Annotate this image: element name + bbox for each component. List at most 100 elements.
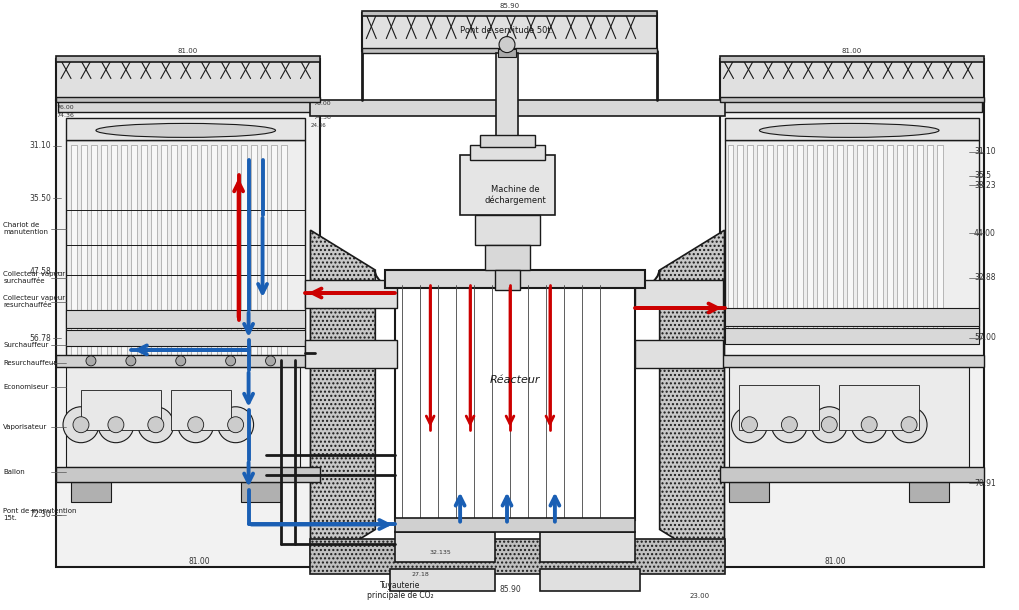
- Bar: [470, 145, 544, 160]
- Bar: [480, 135, 534, 148]
- Bar: [260, 145, 266, 355]
- Bar: [485, 245, 530, 270]
- Bar: [170, 390, 230, 429]
- Bar: [727, 145, 733, 335]
- Text: 81.00: 81.00: [824, 558, 846, 566]
- Bar: [71, 482, 111, 501]
- Bar: [280, 145, 286, 355]
- Text: 60.26: 60.26: [515, 231, 535, 237]
- Bar: [66, 367, 301, 467]
- Text: Chariot de
manutention: Chariot de manutention: [3, 223, 48, 235]
- Bar: [230, 145, 236, 355]
- Bar: [723, 328, 978, 344]
- Bar: [723, 308, 978, 326]
- Text: 32.88: 32.88: [973, 273, 995, 282]
- Circle shape: [820, 417, 837, 432]
- Bar: [747, 145, 753, 335]
- Bar: [739, 385, 818, 429]
- Text: 27.18: 27.18: [411, 572, 429, 577]
- Circle shape: [108, 417, 123, 432]
- Circle shape: [770, 407, 806, 443]
- Bar: [161, 145, 167, 355]
- Bar: [718, 59, 983, 101]
- Bar: [539, 533, 634, 562]
- Text: 32.135: 32.135: [429, 550, 450, 555]
- Bar: [906, 145, 912, 335]
- Circle shape: [138, 407, 173, 443]
- Bar: [211, 145, 216, 355]
- Text: Tuyauterie
principale de CO₂: Tuyauterie principale de CO₂: [367, 581, 433, 600]
- Bar: [220, 145, 226, 355]
- Text: Collecteur vapeur
resurchauffée: Collecteur vapeur resurchauffée: [3, 295, 65, 309]
- Bar: [887, 145, 893, 335]
- Bar: [718, 355, 983, 367]
- Bar: [723, 118, 978, 140]
- Bar: [876, 145, 882, 335]
- Text: Surchauffeur: Surchauffeur: [3, 342, 49, 348]
- Text: 24.36: 24.36: [310, 123, 326, 128]
- Bar: [866, 145, 872, 335]
- Text: 74.36: 74.36: [313, 115, 331, 120]
- Circle shape: [175, 356, 185, 366]
- Bar: [475, 215, 539, 245]
- Bar: [634, 280, 721, 308]
- Text: 72.30: 72.30: [30, 511, 51, 520]
- Bar: [111, 145, 117, 355]
- Circle shape: [86, 356, 96, 366]
- Bar: [56, 56, 320, 62]
- Text: Pont de manutention
15t.: Pont de manutention 15t.: [3, 509, 76, 522]
- Bar: [837, 145, 843, 335]
- Bar: [240, 145, 247, 355]
- Bar: [305, 340, 396, 368]
- Text: 57.00: 57.00: [973, 334, 995, 342]
- Bar: [723, 140, 978, 340]
- Bar: [141, 145, 147, 355]
- Text: 38.23: 38.23: [973, 181, 995, 190]
- Bar: [908, 482, 948, 501]
- Bar: [737, 145, 743, 335]
- Bar: [362, 10, 656, 16]
- Text: 85.90: 85.90: [499, 2, 520, 9]
- Text: Ballon: Ballon: [3, 469, 24, 475]
- Bar: [71, 145, 76, 355]
- Bar: [718, 467, 983, 482]
- Circle shape: [900, 417, 916, 432]
- Bar: [826, 145, 833, 335]
- Ellipse shape: [759, 123, 938, 137]
- Bar: [56, 355, 320, 367]
- Bar: [56, 101, 320, 567]
- Circle shape: [227, 417, 244, 432]
- Text: Resurchauffeur: Resurchauffeur: [3, 360, 56, 366]
- Circle shape: [63, 407, 99, 443]
- Bar: [130, 145, 137, 355]
- Circle shape: [498, 37, 515, 52]
- Text: 74.36: 74.36: [56, 113, 73, 118]
- Bar: [916, 145, 922, 335]
- Bar: [170, 145, 176, 355]
- Circle shape: [781, 417, 797, 432]
- Text: 85.90: 85.90: [498, 586, 521, 594]
- Bar: [151, 145, 157, 355]
- Bar: [757, 145, 762, 335]
- Bar: [729, 367, 968, 467]
- Bar: [56, 59, 320, 101]
- Circle shape: [265, 356, 275, 366]
- Bar: [66, 118, 305, 140]
- Text: Economiseur: Economiseur: [3, 384, 48, 390]
- Bar: [816, 145, 822, 335]
- Bar: [539, 569, 639, 591]
- Text: 47.58: 47.58: [30, 267, 51, 276]
- Text: 81.00: 81.00: [841, 48, 860, 54]
- Bar: [270, 145, 276, 355]
- Bar: [766, 145, 772, 335]
- Text: 31.10: 31.10: [30, 141, 51, 150]
- Bar: [58, 101, 318, 112]
- Circle shape: [860, 417, 876, 432]
- Text: 56.78: 56.78: [30, 334, 51, 343]
- Bar: [362, 13, 656, 51]
- Circle shape: [225, 356, 235, 366]
- Circle shape: [187, 417, 204, 432]
- Circle shape: [125, 356, 136, 366]
- Text: Machine de
déchargement: Machine de déchargement: [484, 185, 545, 205]
- Text: 44.00: 44.00: [973, 229, 995, 238]
